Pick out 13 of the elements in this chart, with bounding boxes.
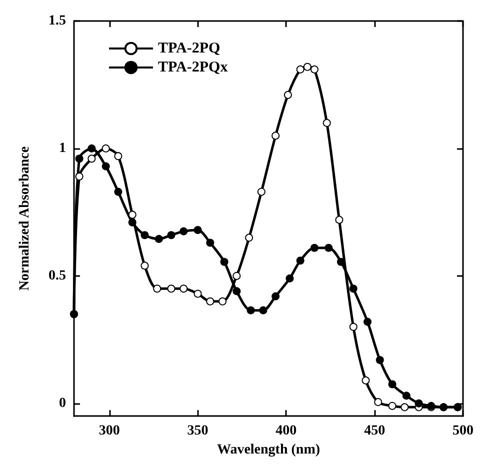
x-axis-title: Wavelength (nm) bbox=[216, 442, 320, 458]
x-tick-label: 350 bbox=[187, 424, 208, 439]
legend-label: TPA-2PQx bbox=[158, 60, 228, 76]
y-tick-label: 0.5 bbox=[48, 268, 66, 284]
y-tick-label: 1 bbox=[59, 140, 66, 156]
y-axis-title: Normalized Absorbance bbox=[18, 146, 32, 291]
legend-label: TPA-2PQ bbox=[158, 40, 221, 56]
y-tick-label: 0 bbox=[59, 396, 66, 411]
x-tick-label: 400 bbox=[276, 424, 297, 439]
y-tick-label: 1.5 bbox=[48, 14, 66, 28]
x-tick-label: 450 bbox=[364, 424, 386, 439]
x-tick-label: 300 bbox=[98, 424, 120, 439]
x-tick-label: 500 bbox=[452, 424, 474, 439]
